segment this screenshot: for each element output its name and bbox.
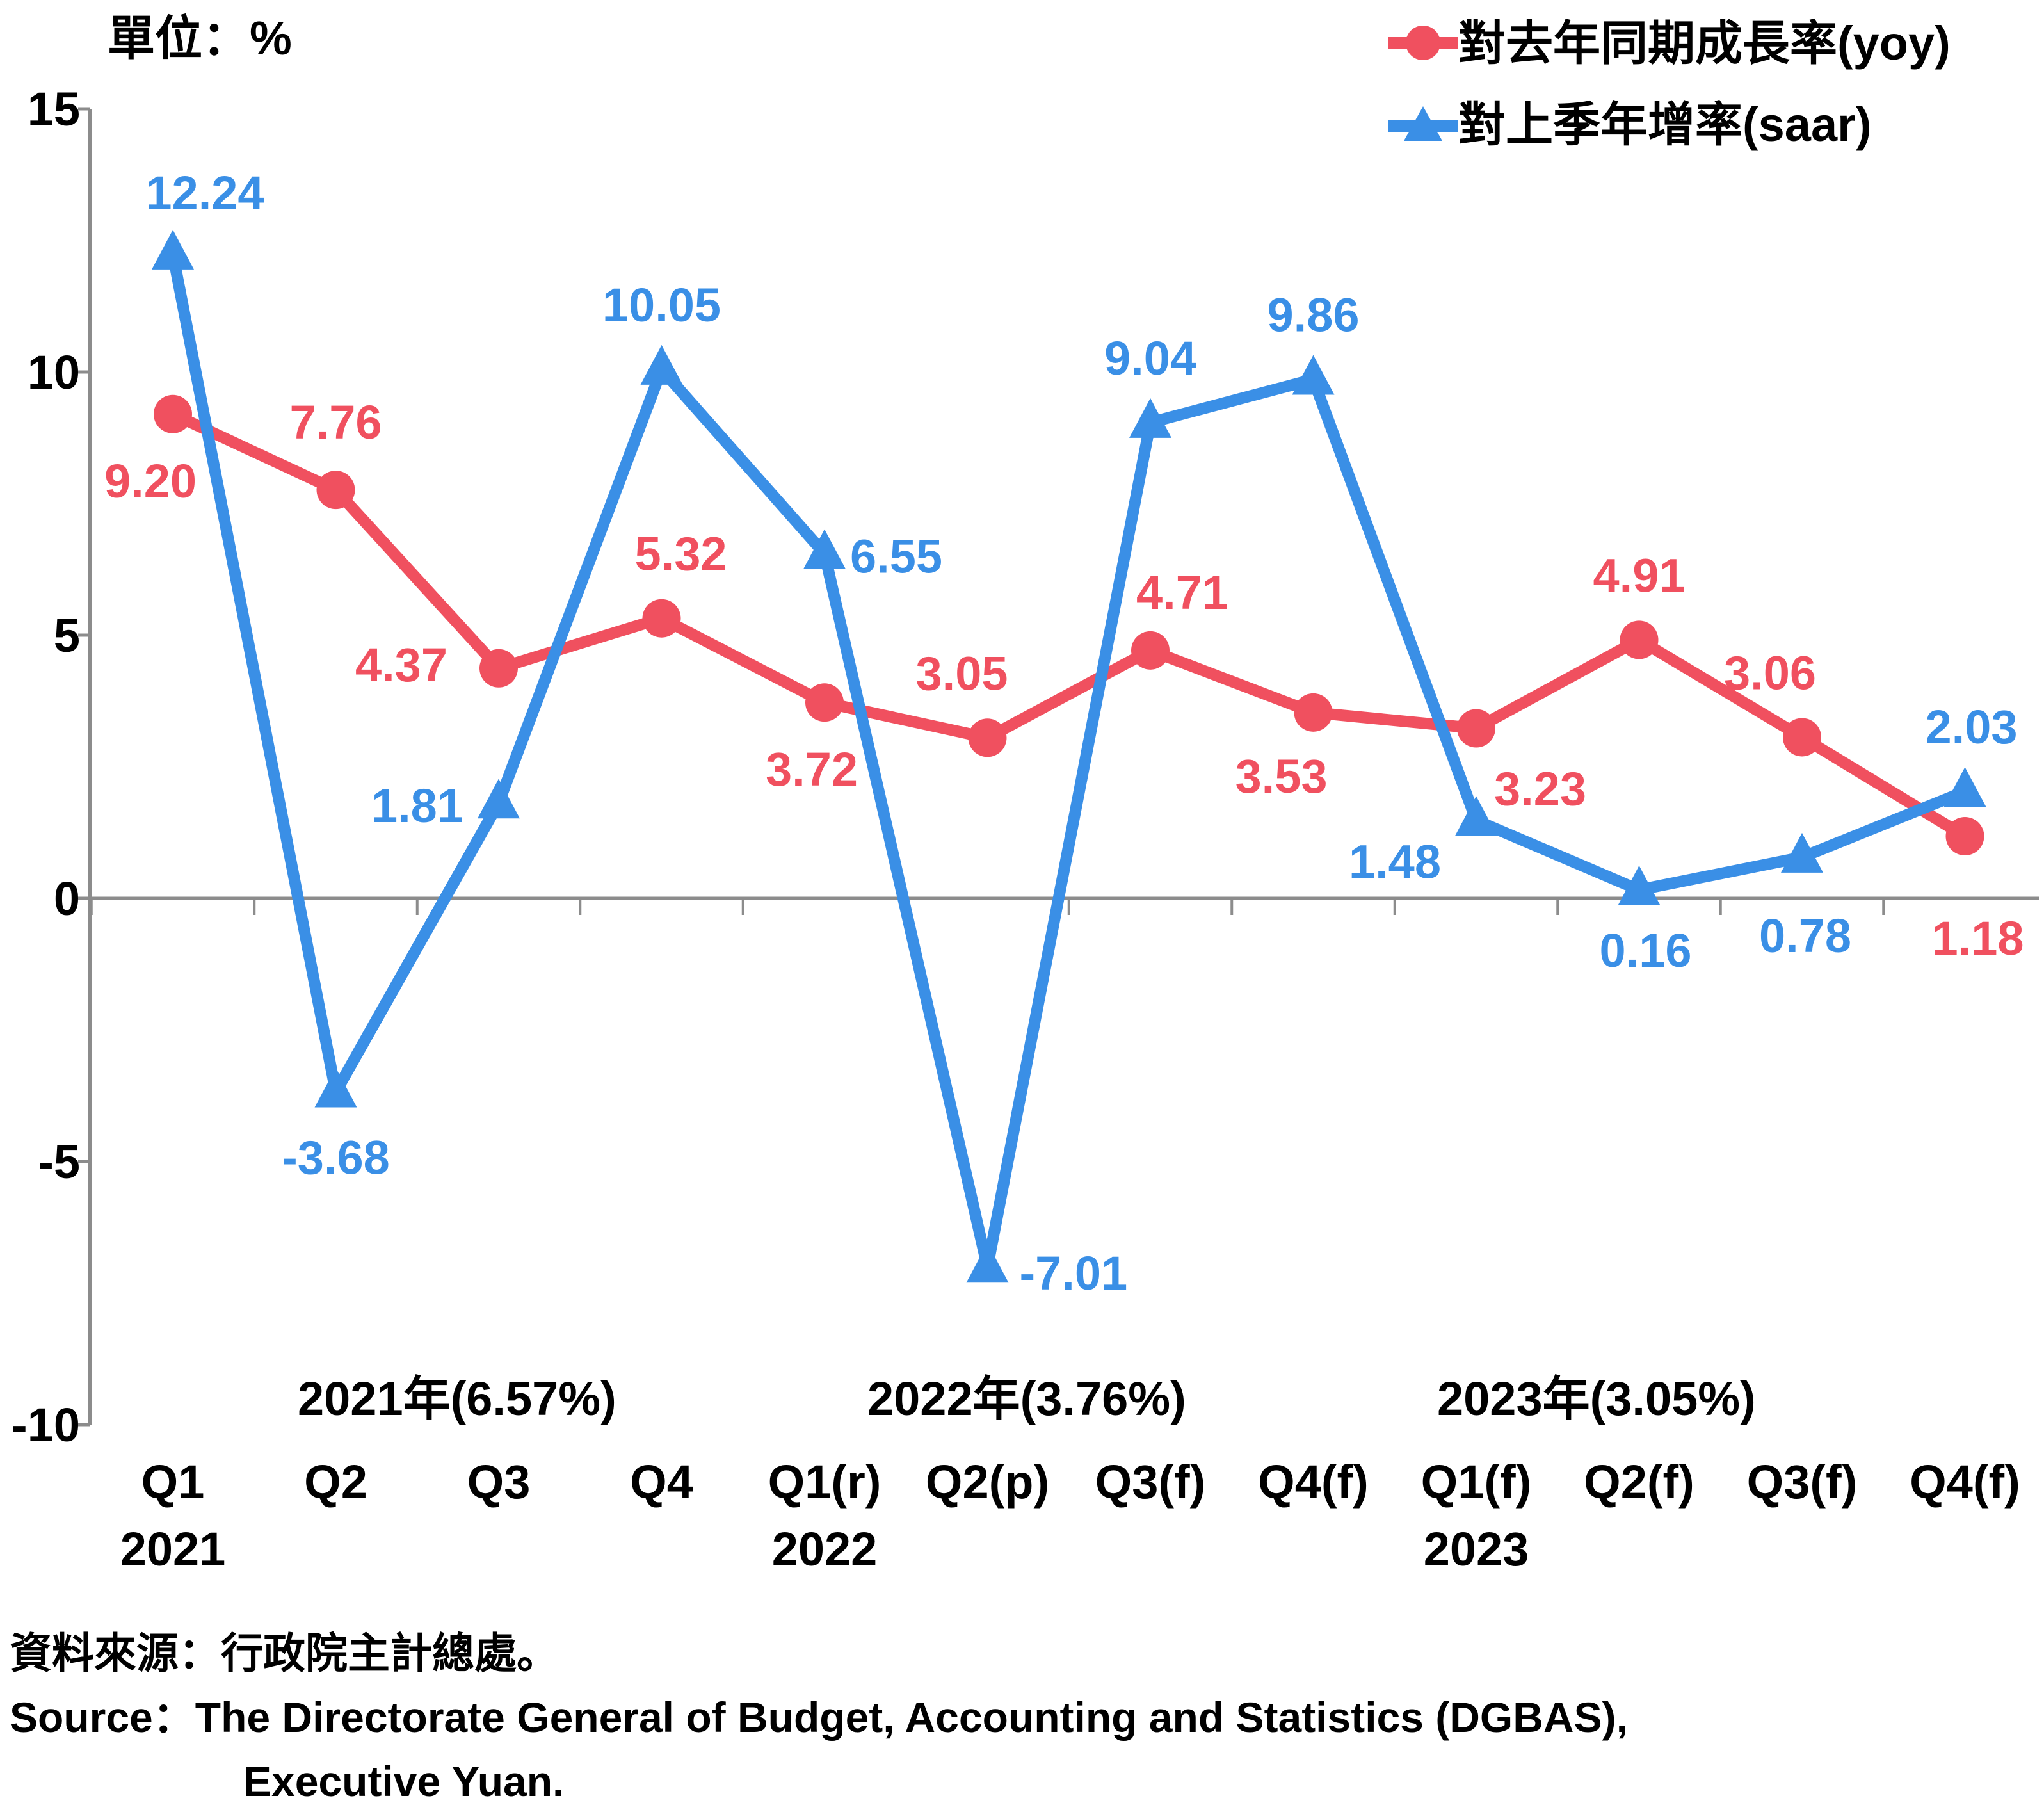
x-category-label: Q4(f) [1258,1455,1369,1509]
data-label-yoy: 4.71 [1136,566,1228,619]
point-saar [803,529,846,569]
data-label-saar: -7.01 [1020,1247,1128,1300]
data-label-yoy: 3.23 [1494,762,1586,815]
legend: 對去年同期成長率(yoy) 對上季年增率(saar) [1388,17,1951,151]
data-label-yoy: 3.06 [1724,646,1816,699]
x-category-label: Q3(f) [1747,1455,1858,1509]
legend-marker-yoy [1406,26,1440,60]
data-label-yoy: 4.91 [1593,549,1685,602]
data-label-yoy: 3.05 [915,647,1008,700]
point-saar [152,229,194,270]
x-category-label: Q4(f) [1910,1455,2020,1509]
source-line-1: 資料來源：行政院主計總處。 [10,1630,559,1677]
source-line-2: Source：The Directorate General of Budget… [10,1694,1628,1741]
data-label-saar: 12.24 [145,166,264,220]
point-yoy [642,599,681,638]
point-yoy [1457,709,1495,748]
point-yoy [1294,693,1333,732]
data-label-saar: -3.68 [282,1131,390,1184]
unit-label: 單位：% [108,12,292,65]
data-label-saar: 0.16 [1599,924,1691,977]
data-label-yoy: 1.18 [1931,912,2024,965]
point-yoy [479,649,518,688]
point-yoy [805,683,844,722]
point-saar [478,779,520,819]
data-label-saar: 0.78 [1759,909,1851,962]
x-year-label: 2022 [772,1523,878,1576]
x-year-label: 2021 [120,1523,226,1576]
point-yoy [1620,620,1659,659]
x-category-label: Q1(r) [768,1455,881,1509]
y-tick-label: 10 [28,346,80,399]
x-category-label: Q3(f) [1095,1455,1206,1509]
point-saar [966,1243,1009,1283]
axes: -10 -5 0 5 10 15 Q1 Q2 Q3 Q4 Q1(r) Q2(p) Q3(f) Q4(f) Q… [12,83,2039,1576]
x-category-label: Q2(f) [1584,1455,1694,1509]
data-label-saar: 9.04 [1104,332,1196,385]
data-label-yoy: 9.20 [104,455,197,508]
point-yoy [1131,631,1170,670]
data-label-yoy: 7.76 [289,396,382,449]
legend-marker-saar [1404,106,1442,141]
y-tick-label: -5 [38,1135,80,1188]
x-year-label: 2023 [1424,1523,1529,1576]
data-labels: 9.20 7.76 4.37 5.32 3.72 3.05 4.71 3.53 3.23 4.91… [104,166,2024,1300]
x-category-label: Q3 [467,1455,531,1509]
data-label-saar: 2.03 [1925,700,2017,754]
x-category-label: Q2 [304,1455,367,1509]
data-label-saar: 9.86 [1267,289,1359,342]
series-line-saar [167,248,1971,1274]
y-tick-label: -10 [12,1398,80,1452]
point-saar [1781,832,1823,873]
point-yoy [316,471,355,510]
data-label-yoy: 3.53 [1235,750,1327,803]
point-saar [1618,865,1661,905]
y-tick-label: 0 [54,872,80,925]
annotation-2023: 2023年(3.05%) [1437,1372,1756,1425]
point-yoy [1783,718,1821,757]
source-line-3: Executive Yuan. [243,1758,564,1805]
point-saar [1129,398,1171,438]
series [152,229,1986,1283]
point-saar [1292,355,1335,395]
x-category-label: Q4 [630,1455,693,1509]
legend-label-saar: 對上季年增率(saar) [1458,98,1872,151]
point-yoy [154,394,192,433]
x-category-label: Q2(p) [926,1455,1049,1509]
point-saar [640,344,683,385]
y-tick-label: 5 [54,609,80,662]
x-category-label: Q1 [141,1455,205,1509]
series-line-yoy [167,408,1971,843]
point-saar [1943,767,1986,807]
x-category-label: Q1(f) [1421,1455,1532,1509]
data-label-saar: 10.05 [602,279,721,332]
legend-label-yoy: 對去年同期成長率(yoy) [1458,17,1951,70]
point-saar [314,1067,357,1108]
annotation-2021: 2021年(6.57%) [298,1372,616,1425]
point-yoy [968,718,1007,757]
data-label-saar: 1.81 [371,779,463,832]
point-yoy [1945,817,1984,856]
data-label-saar: 6.55 [850,530,942,583]
data-label-yoy: 5.32 [634,528,727,581]
data-label-saar: 1.48 [1349,835,1441,888]
point-saar [1455,796,1497,836]
annotation-2022: 2022年(3.76%) [867,1372,1186,1425]
data-label-yoy: 3.72 [766,743,858,796]
data-label-yoy: 4.37 [355,638,447,692]
y-tick-label: 15 [28,83,80,136]
